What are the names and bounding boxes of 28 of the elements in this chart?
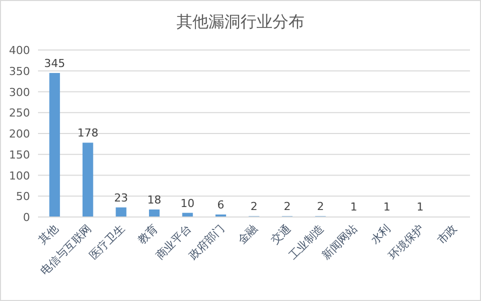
y-tick-label: 200	[9, 128, 30, 140]
x-tick-label: 水利	[368, 222, 394, 247]
y-tick-label: 350	[9, 64, 30, 78]
data-label: 345	[44, 56, 66, 70]
data-label: 1	[350, 200, 358, 214]
data-label: 2	[316, 200, 324, 214]
y-tick-label: 50	[16, 190, 30, 204]
y-tick-label: 250	[9, 106, 30, 120]
data-label: 178	[77, 126, 98, 140]
y-tick-label: 100	[9, 169, 30, 182]
y-tick-label: 400	[9, 44, 30, 57]
chart-title: 其他漏洞行业分布	[176, 12, 304, 31]
y-tick-label: 150	[9, 148, 30, 162]
data-label: 18	[147, 193, 162, 206]
data-label: 2	[250, 200, 258, 214]
data-label: 2	[284, 200, 291, 214]
x-tick-label: 市政	[434, 222, 460, 247]
y-tick-label: 0	[23, 211, 30, 224]
x-tick-label: 交通	[268, 222, 294, 247]
x-tick-label: 其他	[36, 222, 61, 247]
data-label: 10	[180, 196, 195, 210]
y-tick-label: 300	[9, 86, 30, 99]
data-label: 23	[114, 191, 128, 204]
data-label: 1	[383, 200, 390, 214]
data-label: 6	[217, 198, 224, 212]
x-tick-label: 教育	[136, 222, 160, 247]
data-label: 1	[416, 200, 424, 214]
x-tick-label: 金融	[235, 222, 260, 247]
